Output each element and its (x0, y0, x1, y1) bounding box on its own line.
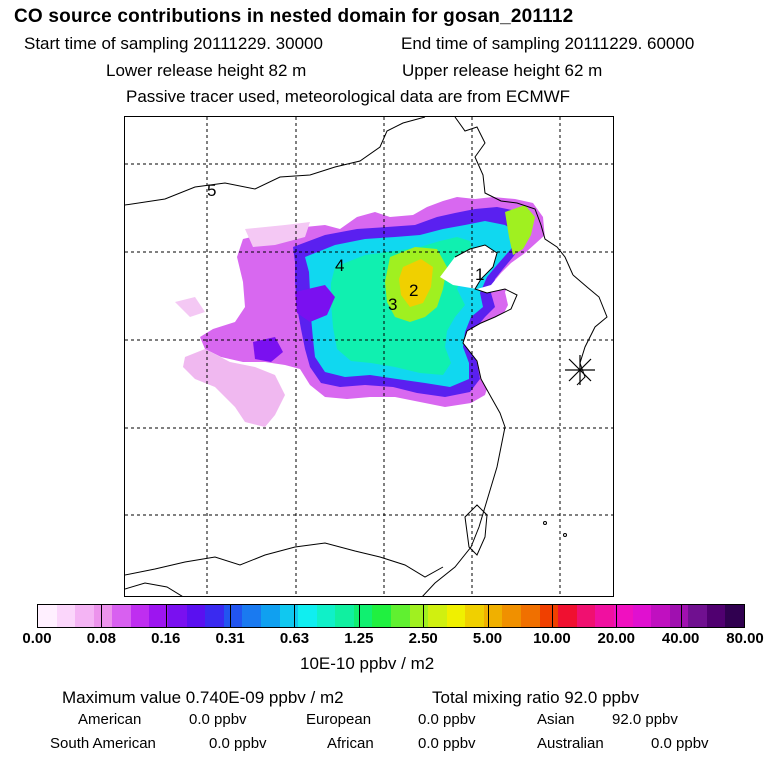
south-american-label: South American (50, 735, 156, 752)
colorbar-swatch (669, 605, 689, 627)
colorbar-ticks: 0.00 0.08 0.16 0.31 0.63 1.25 2.50 5.00 10.00 20.… (0, 630, 768, 650)
colorbar-swatch (725, 605, 744, 627)
colorbar-divider (358, 605, 360, 627)
colorbar-swatch (372, 605, 391, 627)
colorbar-swatch (409, 605, 429, 627)
colorbar-swatch (465, 605, 484, 627)
region-label-2: 2 (409, 281, 419, 300)
colorbar-tick-label: 20.00 (597, 630, 636, 647)
colorbar-swatch (298, 605, 317, 627)
colorbar-divider (294, 605, 296, 627)
colorbar-swatch (149, 605, 169, 627)
map-canvas (125, 117, 613, 596)
asian-value: 92.0 ppbv (612, 711, 678, 728)
figure-title: CO source contributions in nested domain… (14, 6, 574, 27)
colorbar-swatch (688, 605, 707, 627)
colorbar-divider (616, 605, 618, 627)
colorbar-swatch (446, 605, 466, 627)
region-label-5: 5 (207, 181, 217, 200)
american-value: 0.0 ppbv (189, 711, 247, 728)
colorbar-tick-label: 0.16 (151, 630, 181, 647)
colorbar-swatch (521, 605, 540, 627)
colorbar-swatch (539, 605, 559, 627)
colorbar-swatch (93, 605, 113, 627)
lower-release-height: Lower release height 82 m (106, 61, 307, 80)
colorbar-swatch (112, 605, 131, 627)
total-mixing-ratio: Total mixing ratio 92.0 ppbv (432, 688, 639, 707)
colorbar-tick-label: 80.00 (726, 630, 764, 647)
colorbar-swatch (576, 605, 596, 627)
colorbar-divider (551, 605, 553, 627)
colorbar-swatch (353, 605, 373, 627)
african-label: African (327, 735, 374, 752)
colorbar-swatch (613, 605, 633, 627)
colorbar-divider (680, 605, 682, 627)
graticule (125, 117, 613, 596)
colorbar-swatch (205, 605, 224, 627)
colorbar-swatch (706, 605, 726, 627)
colorbar-tick-label: 40.00 (661, 630, 700, 647)
colorbar-swatch (335, 605, 354, 627)
colorbar-swatch (56, 605, 76, 627)
end-time-label: End time of sampling 20111229. 60000 (401, 34, 695, 53)
upper-release-height: Upper release height 62 m (402, 61, 603, 80)
colorbar-swatch (279, 605, 299, 627)
colorbar-swatch (260, 605, 280, 627)
region-label-4: 4 (335, 256, 345, 275)
colorbar-swatch (130, 605, 150, 627)
australian-value: 0.0 ppbv (651, 735, 709, 752)
colorbar-divider (487, 605, 489, 627)
colorbar-tick-label: 5.00 (472, 630, 503, 647)
colorbar-divider (101, 605, 103, 627)
star-icon (565, 355, 595, 385)
colorbar-divider (230, 605, 232, 627)
region-label-1: 1 (475, 265, 485, 284)
colorbar-tick-label: 0.08 (86, 630, 116, 647)
colorbar-tick-label: 0.00 (22, 630, 52, 647)
colorbar-unit: 10E-10 ppbv / m2 (300, 654, 435, 673)
south-american-value: 0.0 ppbv (209, 735, 267, 752)
australian-label: Australian (537, 735, 604, 752)
colorbar-swatch (502, 605, 522, 627)
asian-label: Asian (537, 711, 575, 728)
colorbar-divider (165, 605, 167, 627)
colorbar-swatch (595, 605, 614, 627)
colorbar-swatch (186, 605, 206, 627)
colorbar (37, 604, 745, 628)
colorbar-swatch (558, 605, 577, 627)
american-label: American (78, 711, 142, 728)
colorbar-swatch (651, 605, 670, 627)
colorbar-swatch (223, 605, 243, 627)
colorbar-divider (423, 605, 425, 627)
colorbar-tick-label: 2.50 (408, 630, 438, 647)
colorbar-swatch (390, 605, 410, 627)
start-time-label: Start time of sampling 20111229. 30000 (24, 34, 323, 53)
tracer-info: Passive tracer used, meteorological data… (126, 87, 571, 106)
colorbar-tick-label: 0.63 (279, 630, 310, 647)
colorbar-tick-label: 0.31 (215, 630, 245, 647)
european-value: 0.0 ppbv (418, 711, 476, 728)
colorbar-swatch (75, 605, 94, 627)
colorbar-tick-label: 10.00 (533, 630, 571, 647)
map-panel: 1 2 3 4 5 (124, 116, 614, 597)
max-value: Maximum value 0.740E-09 ppbv / m2 (62, 688, 344, 707)
region-label-3: 3 (388, 295, 398, 314)
colorbar-swatch (242, 605, 261, 627)
colorbar-swatch (632, 605, 652, 627)
colorbar-swatch (316, 605, 336, 627)
colorbar-swatch (428, 605, 447, 627)
colorbar-swatch (168, 605, 187, 627)
colorbar-swatch (38, 605, 57, 627)
european-label: European (306, 711, 372, 728)
african-value: 0.0 ppbv (418, 735, 476, 752)
coastlines (125, 117, 608, 596)
colorbar-tick-label: 1.25 (344, 630, 374, 647)
